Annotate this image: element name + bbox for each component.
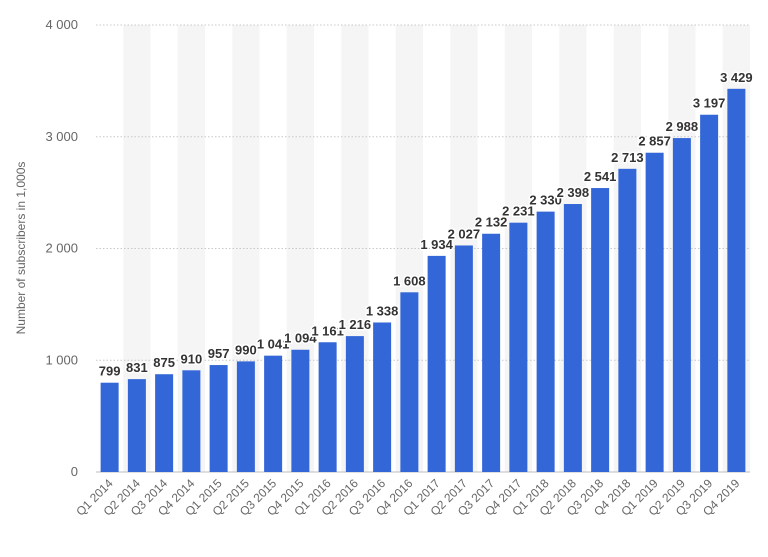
bars [100, 88, 746, 472]
bar [127, 379, 146, 472]
data-label: 2 027 [448, 226, 481, 241]
bar [536, 211, 555, 472]
bar [373, 322, 392, 472]
data-label: 1 161 [311, 323, 344, 338]
y-tick-label: 4 000 [45, 17, 78, 32]
gridlines [96, 24, 750, 473]
data-label: 1 094 [284, 331, 317, 346]
bar [672, 138, 691, 472]
data-label: 3 197 [693, 96, 726, 111]
bar [645, 152, 664, 472]
data-label: 1 216 [339, 317, 372, 332]
bar [209, 365, 228, 472]
y-axis-ticks: 0 1 000 2 000 3 000 4 000 [45, 17, 78, 479]
bar [509, 222, 528, 472]
data-label: 799 [99, 364, 121, 379]
data-label: 2 398 [557, 185, 590, 200]
data-label: 831 [126, 360, 148, 375]
bar [291, 349, 310, 472]
bar [482, 233, 501, 472]
data-label: 1 041 [257, 337, 290, 352]
bar [318, 342, 337, 472]
bar [454, 245, 473, 472]
data-label: 2 713 [611, 150, 644, 165]
y-axis-label: Number of subscribers in 1,000s [14, 162, 28, 335]
bar [400, 292, 419, 472]
bar [727, 88, 746, 472]
data-label: 3 429 [720, 70, 753, 85]
bar [618, 168, 637, 472]
y-tick-label: 1 000 [45, 352, 78, 367]
data-label: 2 988 [666, 119, 699, 134]
y-tick-label: 2 000 [45, 241, 78, 256]
bar [155, 374, 174, 472]
bar [591, 188, 610, 472]
y-tick-label: 0 [71, 464, 78, 479]
bar [700, 114, 719, 472]
y-tick-label: 3 000 [45, 129, 78, 144]
bar [264, 355, 283, 472]
bar [236, 361, 255, 472]
data-label: 2 330 [529, 193, 562, 208]
data-label: 2 132 [475, 215, 508, 230]
bar [182, 370, 201, 472]
bar [345, 336, 364, 472]
data-label: 2 541 [584, 169, 617, 184]
data-label: 1 934 [420, 237, 453, 252]
bar [100, 382, 119, 472]
data-label: 875 [153, 355, 175, 370]
bar [427, 255, 446, 472]
data-label: 1 338 [366, 303, 399, 318]
data-label: 910 [181, 351, 203, 366]
data-label: 2 857 [638, 134, 671, 149]
data-label: 957 [208, 346, 230, 361]
data-label: 2 231 [502, 204, 535, 219]
data-label: 990 [235, 342, 257, 357]
data-label: 1 608 [393, 273, 426, 288]
bar [563, 204, 582, 472]
